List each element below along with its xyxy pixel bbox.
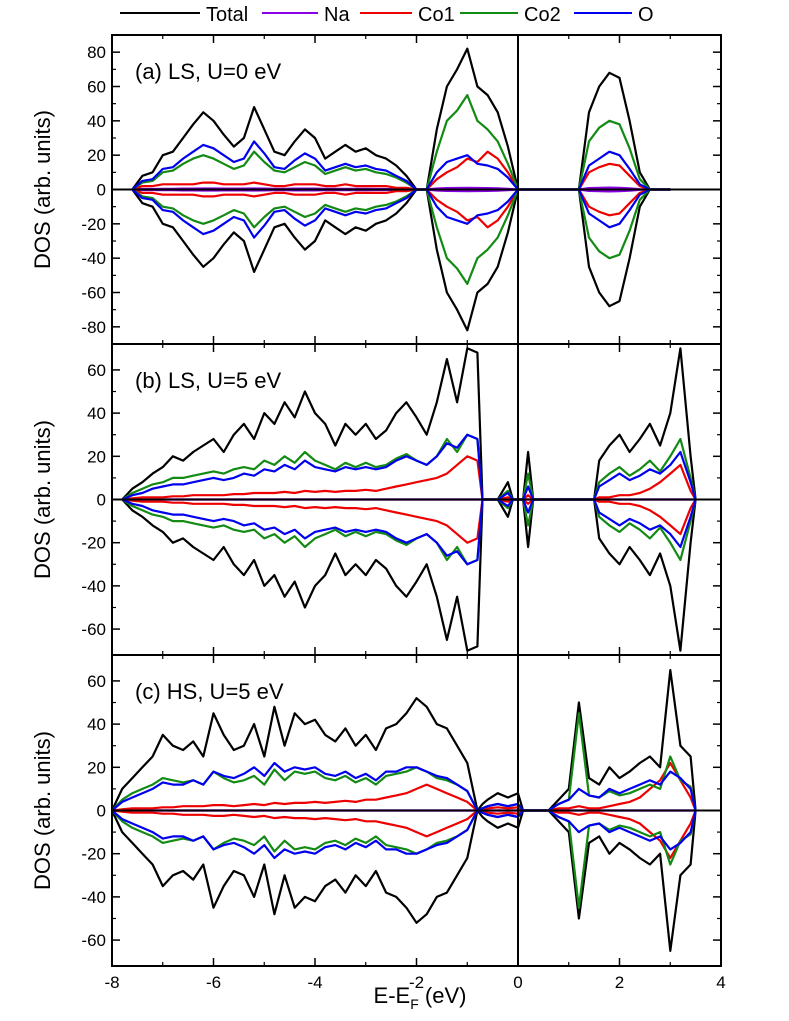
series-o-down [112, 809, 697, 860]
y-tick-label: 60 [87, 361, 106, 380]
y-axis-label: DOS (arb. units) [30, 420, 55, 579]
y-tick-label: 0 [97, 181, 106, 200]
panel-1: -80 -60 -40 -20 0 20 40 60 80 (a) LS, U=0 eV DOS (… [30, 34, 722, 345]
panel-2: -60 -40 -20 0 20 40 60 (b) LS, U=5 eV DOS (arb. … [30, 343, 722, 656]
x-axis-label-subscript: F [410, 996, 419, 1012]
x-tick-label: -4 [307, 973, 322, 992]
x-tick-label: 2 [615, 973, 624, 992]
panel-label: (b) LS, U=5 eV [135, 368, 281, 393]
y-tick-label: -20 [81, 215, 106, 234]
y-tick-label: -40 [81, 888, 106, 907]
series-co1-up [122, 455, 697, 501]
y-tick-label: -80 [81, 318, 106, 337]
legend-label: Co1 [418, 4, 455, 26]
legend-entry-na: Na [262, 4, 350, 26]
legend-label: Co2 [524, 4, 561, 26]
y-tick-label: 40 [87, 715, 106, 734]
series-o-up [112, 761, 697, 812]
legend-entry-co1: Co1 [360, 4, 455, 26]
series-total-up [112, 668, 697, 812]
x-tick-label: -2 [409, 973, 424, 992]
series-total-up [121, 347, 697, 501]
y-tick-label: 60 [87, 672, 106, 691]
panel-label: (a) LS, U=0 eV [135, 59, 281, 84]
x-axis-label-unit: (eV) [419, 983, 467, 1008]
y-tick-label: -20 [81, 534, 106, 553]
y-tick-label: 20 [87, 758, 106, 777]
legend-label: O [638, 4, 654, 26]
legend-entry-co2: Co2 [460, 4, 561, 26]
series-co2-up [112, 712, 697, 812]
legend: Total Na Co1 Co2 O [120, 4, 654, 26]
y-axis-label: DOS (arb. units) [30, 731, 55, 890]
y-tick-label: -40 [81, 249, 106, 268]
y-tick-label: -60 [81, 931, 106, 950]
series-co1-up [112, 761, 697, 812]
legend-label: Total [206, 4, 248, 26]
x-axis-label: E-EF (eV) [374, 983, 467, 1012]
series-o-down [121, 498, 697, 566]
y-tick-label: -60 [81, 284, 106, 303]
series-co1-down [122, 498, 697, 544]
legend-entry-total: Total [120, 4, 248, 26]
legend-entry-o: O [574, 4, 654, 26]
y-tick-label: 60 [87, 78, 106, 97]
panel-label: (c) HS, U=5 eV [135, 679, 284, 704]
x-axis-label-main: E-E [374, 983, 411, 1008]
series-o-up [121, 433, 697, 501]
series-total-down [121, 498, 697, 652]
y-tick-label: 20 [87, 146, 106, 165]
y-tick-label: 40 [87, 112, 106, 131]
x-tick-label: -6 [206, 973, 221, 992]
legend-label: Na [324, 4, 350, 26]
series-co2-down [112, 809, 697, 909]
y-tick-label: 0 [97, 802, 106, 821]
y-tick-label: 0 [97, 491, 106, 510]
y-tick-label: -60 [81, 620, 106, 639]
series-total-down [131, 188, 671, 332]
y-tick-label: -40 [81, 577, 106, 596]
y-tick-label: 40 [87, 404, 106, 423]
y-tick-label: 80 [87, 43, 106, 62]
series-co1-down [112, 809, 697, 860]
y-tick-label: -20 [81, 845, 106, 864]
x-tick-label: -8 [104, 973, 119, 992]
x-tick-label: 0 [513, 973, 522, 992]
series-total-down [112, 809, 697, 953]
y-tick-label: 20 [87, 447, 106, 466]
x-tick-label: 4 [716, 973, 725, 992]
y-axis-label: DOS (arb. units) [30, 110, 55, 269]
